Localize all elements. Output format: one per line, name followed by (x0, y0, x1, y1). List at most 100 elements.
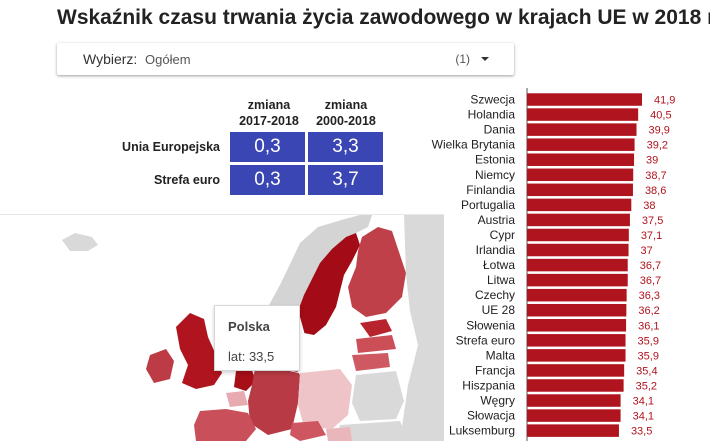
value-label: 37 (641, 245, 653, 257)
belgium-shape[interactable] (226, 391, 248, 407)
bar[interactable] (527, 153, 635, 166)
value-label: 36,1 (638, 320, 659, 332)
value-label: 36,3 (639, 290, 660, 302)
value-label: 38,6 (645, 185, 666, 197)
bar[interactable] (527, 183, 633, 197)
bar[interactable] (527, 379, 624, 392)
belarus-shape (352, 371, 404, 421)
value-label: 38,7 (645, 170, 666, 182)
bar[interactable] (527, 349, 626, 362)
ukraine-shape (336, 421, 408, 441)
value-cell: 0,3 (230, 165, 305, 195)
france-shape[interactable] (194, 409, 256, 441)
category-label: Estonia (475, 153, 515, 167)
finland-shape[interactable] (348, 227, 406, 317)
value-label: 35,4 (636, 365, 657, 377)
category-label: Słowacja (467, 409, 515, 423)
bar[interactable] (527, 108, 639, 121)
value-label: 33,5 (631, 426, 652, 438)
sweden-shape[interactable] (298, 233, 360, 335)
page-title: Wskaźnik czasu trwania życia zawodowego … (57, 6, 710, 29)
category-label: Węgry (480, 394, 515, 408)
filter-count: (1) (455, 52, 470, 66)
category-label: Austria (478, 213, 516, 227)
bar[interactable] (527, 394, 621, 407)
category-label: Litwa (487, 273, 515, 287)
map-tooltip: Polska lat: 33,5 (214, 305, 300, 371)
category-label: Łotwa (483, 258, 515, 272)
bar[interactable] (527, 228, 629, 242)
bar[interactable] (527, 168, 634, 182)
value-label: 35,2 (636, 380, 657, 392)
bar-chart: Szwecja 41,9 Holandia 40,5 Dania 39,9 Wielka B… (432, 88, 675, 441)
category-label: Hiszpania (462, 378, 515, 392)
iceland-shape (62, 233, 98, 251)
value-label: 39,9 (649, 125, 670, 137)
value-label: 39,2 (647, 140, 668, 152)
dropdown-arrow-icon[interactable] (481, 57, 489, 61)
category-label: Irlandia (476, 243, 516, 257)
bar[interactable] (527, 123, 637, 136)
russia-shape (400, 215, 444, 441)
bar[interactable] (527, 198, 632, 212)
germany-shape[interactable] (248, 357, 300, 435)
category-label: Słowenia (466, 318, 515, 332)
row-label-eurozone: Strefa euro (154, 173, 220, 187)
row-label-eu: Unia Europejska (122, 140, 220, 154)
bar[interactable] (527, 273, 628, 287)
value-cell: 3,7 (308, 165, 383, 195)
bar[interactable] (527, 93, 642, 106)
value-cell: 3,3 (308, 132, 383, 162)
column-header-2017-2018: zmiana 2017-2018 (230, 97, 308, 129)
lithuania-shape[interactable] (352, 353, 390, 371)
value-label: 36,7 (640, 275, 661, 287)
column-header-line: zmiana (324, 98, 368, 112)
value-label: 36,2 (638, 305, 659, 317)
estonia-shape[interactable] (360, 319, 392, 337)
bar[interactable] (527, 303, 627, 317)
filter-value: Ogółem (145, 52, 191, 67)
value-label: 35,9 (638, 335, 659, 347)
bar[interactable] (527, 424, 619, 437)
country-group-dropdown[interactable]: Wybierz: Ogółem (1) (57, 43, 514, 75)
value-cell: 0,3 (230, 132, 305, 162)
netherlands-shape[interactable] (234, 365, 256, 391)
category-label: Dania (484, 123, 516, 137)
latvia-shape[interactable] (356, 335, 396, 353)
ireland-shape[interactable] (146, 349, 174, 383)
column-header-2000-2018: zmiana 2000-2018 (307, 97, 385, 129)
bar[interactable] (527, 288, 627, 302)
tooltip-value: lat: 33,5 (228, 349, 275, 364)
category-label: Malta (486, 348, 516, 362)
column-header-line: zmiana (247, 98, 291, 112)
uk-shape[interactable] (176, 313, 222, 389)
value-label: 41,9 (654, 95, 675, 107)
bar[interactable] (527, 258, 628, 272)
bar[interactable] (527, 409, 621, 422)
column-header-line: 2000-2018 (316, 114, 376, 128)
category-label: Cypr (490, 228, 515, 242)
bar[interactable] (527, 319, 627, 332)
category-label: Strefa euro (456, 333, 516, 347)
tooltip-country: Polska (228, 319, 270, 334)
slovakia-shape[interactable] (326, 427, 352, 441)
category-label: Holandia (468, 108, 516, 122)
filter-label: Wybierz: (83, 51, 138, 67)
bar[interactable] (527, 334, 626, 347)
czechia-shape[interactable] (290, 421, 326, 441)
poland-shape[interactable] (298, 369, 352, 429)
category-label: Czechy (475, 288, 515, 302)
value-label: 35,9 (638, 350, 659, 362)
category-label: Niemcy (475, 168, 515, 182)
value-label: 36,7 (640, 260, 661, 272)
category-label: Luksemburg (449, 424, 515, 438)
bar[interactable] (527, 364, 625, 377)
value-label: 34,1 (633, 396, 654, 408)
category-label: Finlandia (466, 183, 515, 197)
value-label: 39 (646, 155, 658, 167)
value-label: 37,5 (642, 215, 663, 227)
section-divider (0, 214, 444, 215)
bar[interactable] (527, 138, 635, 151)
bar[interactable] (527, 243, 629, 257)
bar[interactable] (527, 213, 630, 227)
